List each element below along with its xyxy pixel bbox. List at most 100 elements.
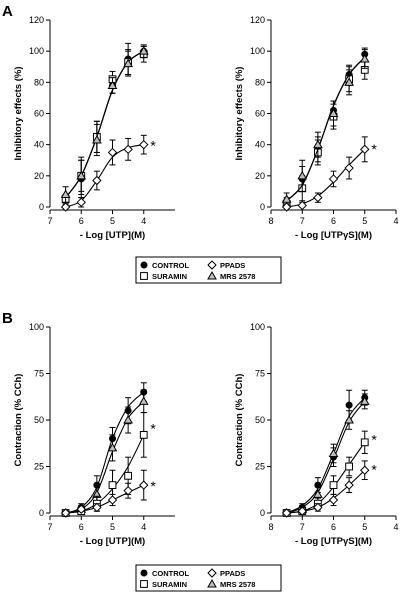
y-tick-label: 100 xyxy=(250,46,265,56)
data-point xyxy=(328,108,339,117)
x-axis-title: - Log [UTP](M) xyxy=(80,536,145,547)
legend-label: CONTROL xyxy=(152,569,189,578)
x-tick-label: 5 xyxy=(110,522,115,532)
y-tick-label: 60 xyxy=(255,109,265,119)
series-mrs-2578 xyxy=(60,44,149,203)
legend-marker xyxy=(140,272,148,280)
y-tick-label: 20 xyxy=(34,171,44,181)
data-point xyxy=(344,480,354,490)
y-axis-title: Inhibitory effects (%) xyxy=(234,67,245,161)
y-tick-label: 120 xyxy=(29,15,44,25)
legend-label: CONTROL xyxy=(152,261,189,270)
legend-item-mrs-2578: MRS 2578 xyxy=(207,578,255,589)
x-tick-label: 4 xyxy=(393,522,398,532)
y-tick-label: 75 xyxy=(34,369,44,379)
legend-item-suramin: SURAMIN xyxy=(140,580,187,589)
data-point xyxy=(123,485,133,496)
series-mrs-2578 xyxy=(281,49,370,206)
y-tick-label: 20 xyxy=(255,171,265,181)
y-tick-label: 100 xyxy=(250,322,265,332)
y-axis-title: Contraction (% CCh) xyxy=(234,374,245,467)
series-control xyxy=(283,389,369,517)
x-tick-label: 8 xyxy=(268,522,273,532)
legend-marker xyxy=(207,578,217,588)
y-tick-label: 80 xyxy=(34,77,44,87)
x-axis-title: - Log [UTPγS](M) xyxy=(295,230,372,241)
data-point xyxy=(359,53,370,63)
legend-item-control: CONTROL xyxy=(140,569,189,578)
data-point xyxy=(60,508,71,518)
data-point xyxy=(107,442,118,452)
fit-curve xyxy=(65,144,144,208)
x-axis-title: - Log [UTPγS](M) xyxy=(295,536,372,547)
data-point xyxy=(313,489,323,498)
series-control xyxy=(62,42,148,205)
legend-label: MRS 2578 xyxy=(220,272,255,281)
data-point xyxy=(124,471,133,480)
legend-label: PPADS xyxy=(220,569,245,578)
legend-marker xyxy=(207,270,217,280)
series-ppads xyxy=(60,134,149,212)
y-tick-label: 75 xyxy=(255,369,265,379)
legend-marker xyxy=(207,568,217,578)
chart-B-right: 0 25 50 75 100 8 7 6 5 4 - Log [UTPγS](M) Contracti… xyxy=(234,322,399,547)
series-suramin xyxy=(282,57,369,208)
data-point xyxy=(138,396,149,405)
data-point xyxy=(359,396,370,405)
data-point xyxy=(329,481,338,490)
significance-asterisk: * xyxy=(150,478,156,494)
x-tick-label: 4 xyxy=(141,216,146,226)
panel-label-a: A xyxy=(2,3,13,20)
data-point xyxy=(313,502,323,513)
legend-b: CONTROL PPADS SURAMIN MRS 2578 xyxy=(135,564,282,592)
legend-item-suramin: SURAMIN xyxy=(140,272,187,281)
data-point xyxy=(360,438,369,447)
x-tick-label: 5 xyxy=(110,216,115,226)
significance-asterisk: * xyxy=(150,420,156,436)
x-tick-label: 5 xyxy=(362,216,367,226)
data-point xyxy=(344,414,354,424)
fit-curve xyxy=(65,50,145,198)
data-point xyxy=(123,58,133,68)
x-axis-title: - Log [UTP](M) xyxy=(80,230,145,241)
y-tick-label: 60 xyxy=(34,109,44,119)
x-tick-label: 6 xyxy=(79,522,84,532)
legend-marker xyxy=(207,260,217,270)
data-point xyxy=(108,481,117,490)
series-suramin xyxy=(61,45,148,205)
data-point xyxy=(345,462,354,471)
y-tick-label: 25 xyxy=(255,462,265,472)
x-tick-label: 6 xyxy=(331,522,336,532)
y-tick-label: 80 xyxy=(255,77,265,87)
data-point xyxy=(281,202,292,212)
data-point xyxy=(328,174,339,184)
legend-marker xyxy=(140,580,148,588)
legend-a: CONTROL PPADS SURAMIN MRS 2578 xyxy=(135,256,282,284)
data-point xyxy=(313,192,323,203)
data-point xyxy=(297,200,307,211)
significance-asterisk: * xyxy=(371,461,377,477)
data-point xyxy=(297,170,308,180)
legend-item-ppads: PPADS xyxy=(207,568,245,578)
data-point xyxy=(297,506,307,516)
data-point xyxy=(313,139,323,149)
fit-curve xyxy=(65,401,145,514)
y-tick-label: 0 xyxy=(39,508,44,518)
data-point xyxy=(92,175,102,186)
data-point xyxy=(60,202,71,212)
data-point xyxy=(139,480,149,490)
legend-label: SURAMIN xyxy=(152,272,187,281)
x-tick-label: 4 xyxy=(393,216,398,226)
x-tick-label: 7 xyxy=(300,216,305,226)
data-point xyxy=(344,77,354,86)
x-tick-label: 6 xyxy=(79,216,84,226)
data-point xyxy=(360,465,370,475)
data-point xyxy=(139,430,148,439)
data-point xyxy=(107,80,118,89)
legend-label: PPADS xyxy=(220,261,245,270)
y-tick-label: 0 xyxy=(260,202,265,212)
data-point xyxy=(107,147,118,158)
y-axis-title: Inhibitory effects (%) xyxy=(13,67,24,161)
